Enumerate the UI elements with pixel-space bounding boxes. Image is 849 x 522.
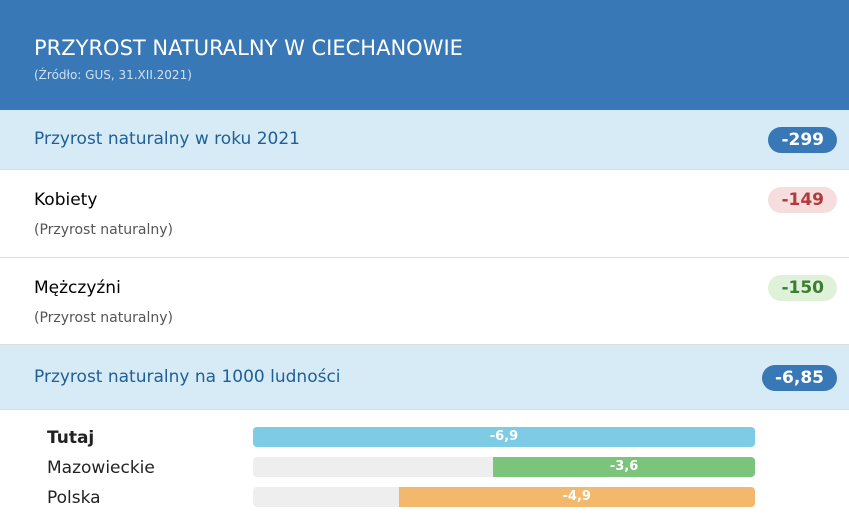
bar-track: -4,9 (253, 487, 755, 507)
category-label: Tutaj (47, 428, 95, 448)
row: Mężczyźni (Przyrost naturalny) -150 (0, 258, 849, 345)
row: Przyrost naturalny w roku 2021 -299 (0, 110, 849, 170)
badge: -150 (768, 275, 837, 301)
value-label: -6,9 (489, 429, 519, 444)
source: (Źródło: GUS, 31.XII.2021) (34, 68, 192, 82)
bar-track: -6,9 (253, 427, 755, 447)
bar: -6,9 (253, 427, 755, 447)
value-label: -3,6 (609, 459, 639, 474)
value-label: -4,9 (562, 489, 591, 504)
header: PRZYROST NATURALNY W CIECHANOWIE (Źródło… (0, 0, 849, 110)
bar-track: -3,6 (253, 457, 755, 477)
title: PRZYROST NATURALNY W CIECHANOWIE (34, 36, 463, 60)
badge: -299 (768, 127, 837, 153)
row-label: Mężczyźni (34, 278, 121, 298)
badge: -6,85 (762, 364, 837, 391)
bar: -3,6 (493, 457, 755, 477)
category-label: Polska (47, 488, 101, 508)
row: Przyrost naturalny na 1000 ludności -6,85 (0, 345, 849, 410)
category-label: Mazowieckie (47, 458, 155, 478)
row-label: Przyrost naturalny w roku 2021 (34, 129, 300, 149)
bar: -4,9 (398, 487, 755, 507)
row-label: Kobiety (34, 190, 98, 210)
row-label: Przyrost naturalny na 1000 ludności (34, 366, 341, 387)
badge: -149 (768, 187, 837, 213)
row-sublabel: (Przyrost naturalny) (34, 222, 173, 238)
row: Kobiety (Przyrost naturalny) -149 (0, 170, 849, 258)
row-sublabel: (Przyrost naturalny) (34, 310, 173, 326)
